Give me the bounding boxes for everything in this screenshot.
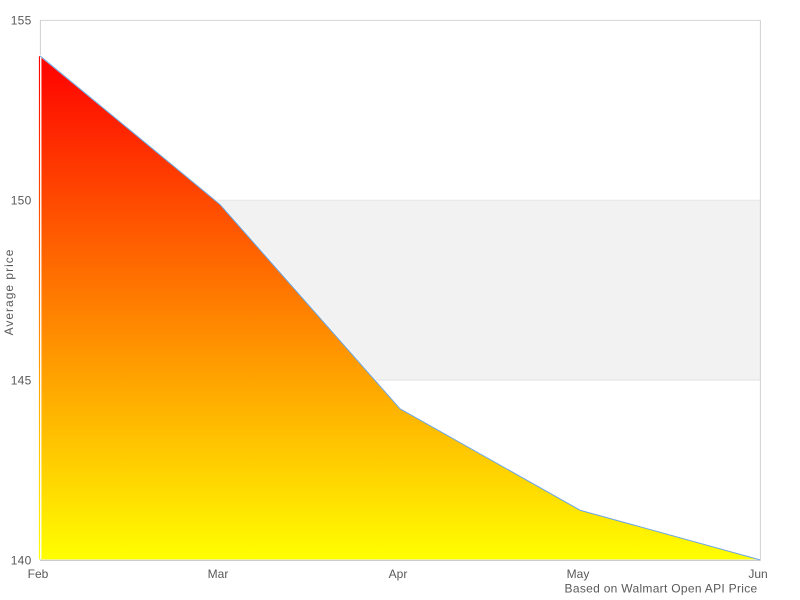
svg-text:Mar: Mar bbox=[208, 567, 229, 581]
svg-text:145: 145 bbox=[11, 373, 32, 387]
svg-text:Feb: Feb bbox=[28, 567, 49, 581]
svg-text:May: May bbox=[567, 567, 590, 581]
svg-text:140: 140 bbox=[11, 553, 32, 567]
svg-text:Based on Walmart Open API Pric: Based on Walmart Open API Price bbox=[565, 582, 758, 596]
svg-text:Apr: Apr bbox=[389, 567, 408, 581]
svg-text:150: 150 bbox=[11, 193, 32, 207]
svg-text:Jun: Jun bbox=[748, 567, 767, 581]
svg-text:Average price: Average price bbox=[2, 249, 16, 336]
svg-text:155: 155 bbox=[11, 13, 32, 27]
